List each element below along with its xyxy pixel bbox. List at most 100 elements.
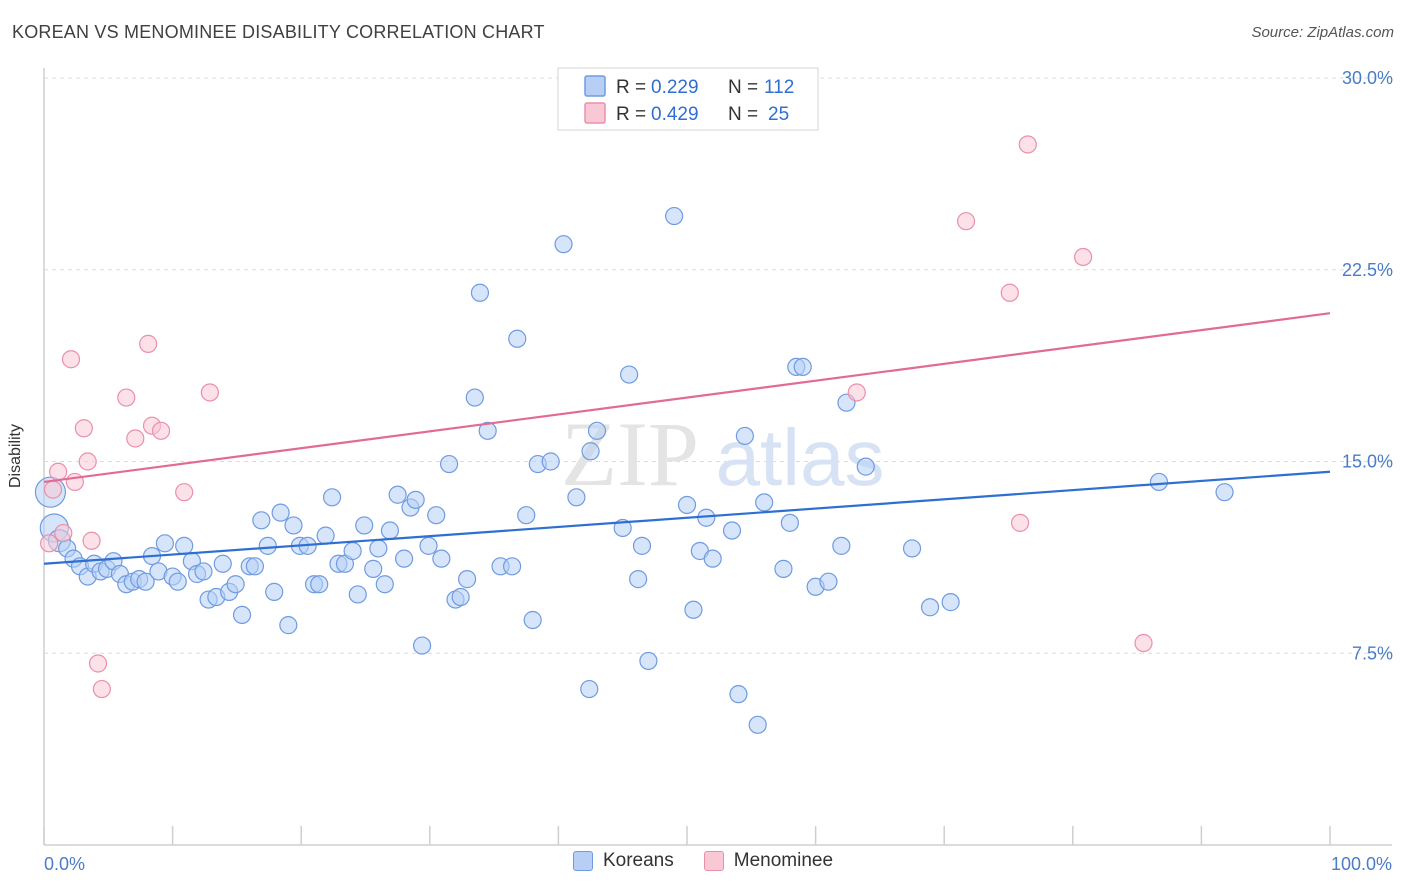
legend-r-label-koreans: R = (616, 77, 646, 98)
korean-point-30 (232, 605, 252, 625)
menominee-point-22 (1018, 135, 1037, 154)
korean-point-44 (322, 488, 342, 507)
menominee-trend-line (43, 312, 1331, 484)
korean-point-64 (451, 587, 470, 607)
x-ticks (43, 826, 1331, 845)
korean-point-100 (793, 357, 812, 377)
menominee-point-6 (74, 419, 93, 438)
y-tick-label-3: 30.0% (1342, 68, 1393, 88)
korean-point-82 (620, 365, 639, 384)
korean-point-20 (168, 572, 187, 591)
menominee-point-2 (49, 462, 68, 481)
korean-point-43 (316, 526, 335, 545)
menominee-point-7 (78, 452, 97, 471)
korean-point-42 (310, 575, 329, 594)
korean-point-59 (419, 536, 438, 555)
korean-point-34 (258, 536, 277, 555)
korean-point-70 (503, 557, 522, 576)
korean-point-86 (665, 206, 684, 226)
gridlines (44, 77, 1392, 654)
menominee-point-12 (126, 429, 145, 448)
korean-point-102 (819, 572, 838, 591)
korean-point-48 (348, 585, 367, 604)
korean-point-108 (941, 593, 960, 612)
korean-point-73 (523, 610, 542, 630)
menominee-point-1 (43, 480, 63, 499)
trend-lines (43, 312, 1331, 565)
legend-n-label-menominee: N = (728, 104, 758, 125)
menominee-point-19 (956, 212, 976, 231)
korean-trend-line (43, 470, 1331, 565)
korean-point-37 (279, 616, 298, 635)
menominee-point-4 (61, 350, 81, 369)
korean-point-60 (427, 506, 446, 525)
korean-point-88 (684, 600, 703, 619)
korean-point-53 (380, 521, 400, 540)
menominee-point-0 (40, 534, 59, 553)
series-legend-label-koreans: Koreans (602, 850, 674, 871)
menominee-point-24 (1134, 633, 1153, 653)
korean-point-47 (343, 541, 362, 561)
legend-swatch-menominee (584, 102, 606, 124)
series-legend-label-menominee: Menominee (733, 850, 834, 871)
korean-point-75 (541, 452, 560, 471)
korean-point-83 (629, 570, 648, 589)
korean-point-107 (920, 598, 940, 617)
series-legend: Koreans Menominee (0, 850, 1406, 872)
korean-point-27 (213, 554, 232, 573)
menominee-point-11 (117, 388, 136, 407)
legend-n-value-koreans: 112 (764, 77, 794, 98)
korean-point-33 (252, 511, 271, 530)
korean-point-77 (567, 488, 586, 507)
axes (43, 68, 1392, 846)
korean-point-36 (271, 503, 290, 522)
y-tick-label-1: 15.0% (1342, 452, 1393, 472)
korean-point-72 (517, 506, 536, 525)
korean-point-95 (748, 715, 767, 734)
korean-point-103 (832, 536, 851, 555)
korean-point-58 (412, 636, 432, 655)
legend-r-value-menominee: 0.429 (651, 104, 699, 125)
korean-point-51 (369, 539, 388, 558)
data-points (34, 135, 1234, 734)
korean-point-21 (175, 536, 194, 555)
chart-title: KOREAN VS MENOMINEE DISABILITY CORRELATI… (12, 22, 545, 42)
korean-point-29 (226, 575, 245, 594)
series-swatch-koreans (572, 851, 593, 871)
legend-n-value-menominee: 25 (768, 104, 789, 125)
menominee-point-9 (88, 654, 108, 673)
menominee-point-8 (82, 531, 101, 550)
legend-r-value-koreans: 0.229 (651, 77, 699, 98)
series-legend-koreans: Koreans (572, 850, 674, 872)
korean-point-61 (432, 549, 451, 568)
legend-swatch-koreans (584, 75, 606, 97)
menominee-point-15 (151, 421, 171, 440)
korean-point-94 (735, 426, 754, 446)
korean-point-98 (780, 513, 799, 532)
legend-r-label-menominee: R = (616, 104, 646, 125)
menominee-point-10 (92, 679, 111, 699)
watermark: ZIP atlas (561, 403, 884, 505)
stats-legend: R = 0.229 N = 112 R = 0.429 N = 25 (557, 67, 819, 131)
korean-point-84 (632, 536, 652, 555)
menominee-point-5 (65, 472, 84, 492)
korean-point-50 (364, 559, 383, 578)
korean-point-52 (375, 575, 394, 594)
korean-point-35 (265, 582, 284, 601)
menominee-point-23 (1073, 247, 1093, 267)
korean-point-68 (478, 421, 497, 440)
menominee-point-13 (139, 334, 158, 353)
korean-point-93 (729, 685, 748, 704)
korean-point-105 (856, 457, 875, 476)
series-swatch-menominee (703, 851, 724, 871)
korean-point-67 (470, 283, 490, 302)
korean-point-106 (902, 539, 922, 558)
korean-point-96 (755, 493, 774, 512)
korean-point-38 (284, 516, 303, 535)
x-tick-label-max: 100.0% (1331, 854, 1392, 874)
chart-source: Source: ZipAtlas.com (1251, 24, 1394, 41)
korean-point-18 (155, 534, 174, 553)
korean-point-76 (554, 235, 573, 254)
series-legend-menominee: Menominee (703, 850, 834, 872)
watermark-zip: ZIP (561, 403, 699, 505)
